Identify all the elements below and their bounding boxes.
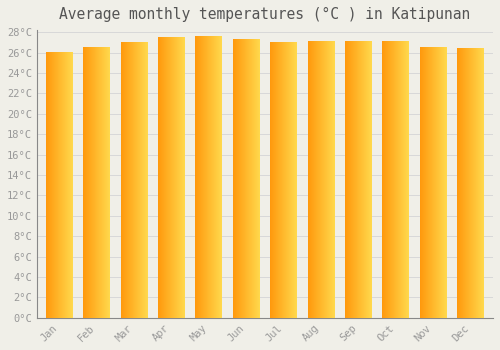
Title: Average monthly temperatures (°C ) in Katipunan: Average monthly temperatures (°C ) in Ka…: [60, 7, 470, 22]
